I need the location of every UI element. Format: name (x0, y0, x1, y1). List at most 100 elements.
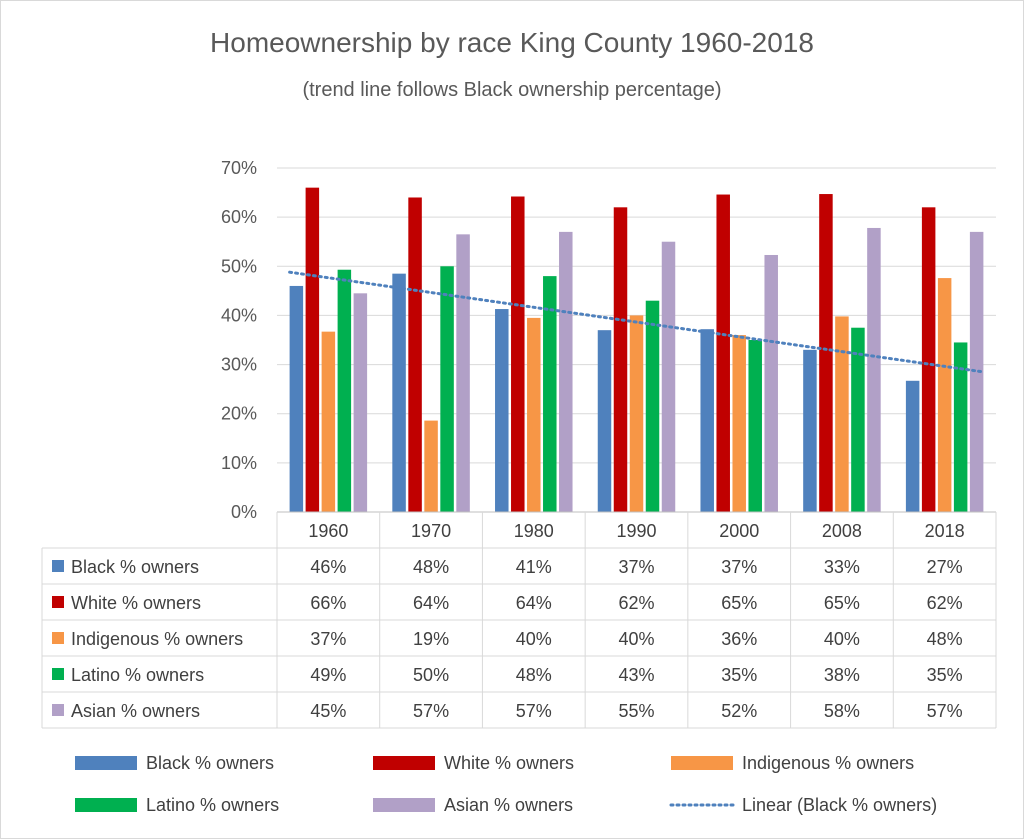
bar (835, 316, 849, 512)
trendline (288, 270, 985, 374)
table-series-name: White % owners (71, 593, 201, 613)
y-tick-label: 40% (221, 305, 257, 325)
table-series-name: Asian % owners (71, 701, 200, 721)
table-cell: 37% (618, 557, 654, 577)
table-cell: 43% (618, 665, 654, 685)
bar (543, 276, 557, 512)
table-series-name: Latino % owners (71, 665, 204, 685)
legend-swatch (373, 756, 435, 770)
x-tick-label: 2018 (925, 521, 965, 541)
table-cell: 58% (824, 701, 860, 721)
table-cell: 62% (927, 593, 963, 613)
x-tick-label: 1970 (411, 521, 451, 541)
bar (337, 269, 352, 512)
bar (495, 309, 509, 512)
x-tick-label: 1990 (616, 521, 656, 541)
legend-swatch (75, 756, 137, 770)
chart-title: Homeownership by race King County 1960-2… (210, 27, 814, 58)
bar (392, 273, 406, 512)
table-cell: 48% (413, 557, 449, 577)
bar (748, 340, 762, 512)
legend-label: Latino % owners (146, 795, 279, 815)
y-tick-label: 10% (221, 453, 257, 473)
y-axis-ticks: 0% 10% 20% 30% 40% 50% 60% 70% (221, 158, 257, 522)
bar (732, 335, 746, 512)
bar (408, 197, 422, 512)
legend-label: Asian % owners (444, 795, 573, 815)
bar (969, 231, 984, 512)
table-cell: 48% (516, 665, 552, 685)
legend-label: White % owners (444, 753, 574, 773)
chart-subtitle: (trend line follows Black ownership perc… (302, 79, 721, 101)
bar (645, 300, 660, 512)
table-legend-key (52, 668, 64, 680)
legend-swatch (373, 798, 435, 812)
trendline-path (288, 270, 985, 374)
y-tick-label: 50% (221, 256, 257, 276)
bar (305, 187, 320, 512)
table-legend-key (52, 632, 64, 644)
bar (511, 196, 525, 512)
bar (661, 241, 676, 512)
bar (937, 278, 952, 512)
table-cell: 49% (310, 665, 346, 685)
table-cell: 33% (824, 557, 860, 577)
bar (867, 227, 881, 512)
table-cell: 19% (413, 629, 449, 649)
table-cell: 40% (618, 629, 654, 649)
bar (353, 293, 368, 512)
bar (597, 330, 612, 512)
bar (851, 327, 865, 512)
table-cell: 66% (310, 593, 346, 613)
table-cell: 65% (824, 593, 860, 613)
table-series-name: Black % owners (71, 557, 199, 577)
y-tick-label: 20% (221, 404, 257, 424)
legend: Black % owners White % owners Indigenous %… (75, 753, 937, 815)
table-cell: 41% (516, 557, 552, 577)
bar (905, 380, 920, 512)
bar (440, 266, 454, 512)
table-cell: 62% (618, 593, 654, 613)
table-cell: 57% (516, 701, 552, 721)
table-cell: 37% (721, 557, 757, 577)
table-series-name: Indigenous % owners (71, 629, 243, 649)
bar (629, 315, 644, 512)
bar (716, 194, 730, 512)
bar (456, 234, 470, 513)
table-legend-key (52, 596, 64, 608)
table-cell: 45% (310, 701, 346, 721)
y-tick-label: 30% (221, 355, 257, 375)
bar (527, 317, 541, 512)
legend-label: Linear (Black % owners) (742, 795, 937, 815)
table-cell: 57% (413, 701, 449, 721)
table-cell: 57% (927, 701, 963, 721)
table-cell: 52% (721, 701, 757, 721)
table-cell: 35% (927, 665, 963, 685)
bar (921, 207, 936, 513)
bar (803, 349, 817, 512)
x-tick-label: 1980 (514, 521, 554, 541)
bar (764, 254, 778, 513)
legend-swatch (75, 798, 137, 812)
y-tick-label: 60% (221, 207, 257, 227)
x-tick-label: 2008 (822, 521, 862, 541)
table-cell: 65% (721, 593, 757, 613)
legend-label: Black % owners (146, 753, 274, 773)
table-cell: 64% (413, 593, 449, 613)
table-legend-key (52, 704, 64, 716)
table-cell: 64% (516, 593, 552, 613)
y-tick-label: 70% (221, 158, 257, 178)
table-cell: 40% (824, 629, 860, 649)
bar (700, 329, 714, 512)
table-cell: 35% (721, 665, 757, 685)
bar (613, 207, 628, 513)
bars (289, 187, 984, 513)
x-tick-label: 2000 (719, 521, 759, 541)
legend-label: Indigenous % owners (742, 753, 914, 773)
y-tick-label: 0% (231, 502, 257, 522)
bar (819, 194, 833, 512)
table-cell: 38% (824, 665, 860, 685)
bar (289, 285, 304, 512)
